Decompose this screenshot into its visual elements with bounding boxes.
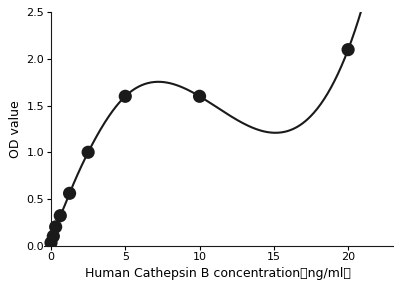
Point: [67, 191, 73, 196]
Point: [53, 225, 59, 229]
Point: [122, 94, 128, 98]
Point: [85, 150, 91, 155]
Point: [57, 213, 63, 218]
Y-axis label: OD value: OD value: [9, 100, 22, 158]
Point: [196, 94, 203, 98]
X-axis label: Human Cathepsin B concentration（ng/ml）: Human Cathepsin B concentration（ng/ml）: [85, 267, 351, 280]
Point: [50, 234, 57, 238]
Point: [345, 47, 351, 52]
Point: [48, 240, 54, 245]
